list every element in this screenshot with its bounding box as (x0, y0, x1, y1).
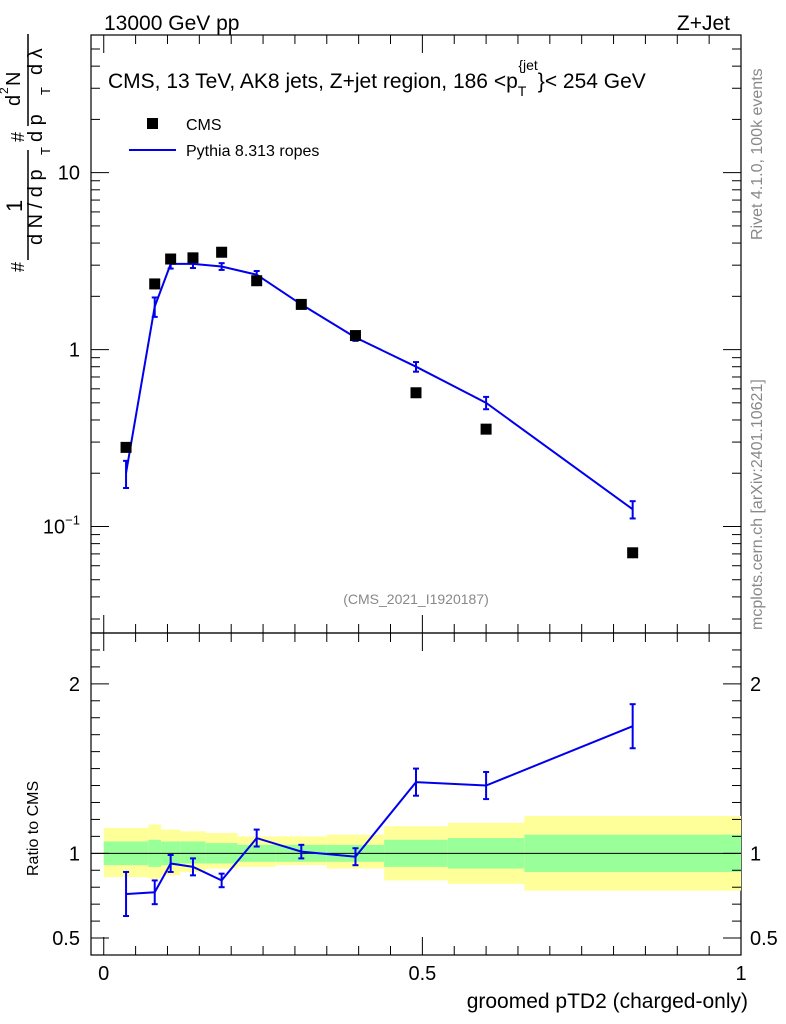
ratio-y-tick-label-right: 0.5 (750, 928, 778, 950)
cms-data-point (187, 252, 199, 264)
mcplots-label: mcplots.cern.ch [arXiv:2401.10621] (749, 379, 766, 630)
ylabel-dn: d N / d p (25, 169, 47, 245)
ratio-plot-frame (90, 632, 742, 956)
cms-data-point (627, 547, 639, 559)
cms-data-point (216, 246, 228, 258)
ratio-plot-panel: 0.5 0.51 12 20 0.5 1 Ratio to CMS groomed pTD… (25, 632, 778, 1013)
main-y-tick-label: 1 (69, 340, 80, 362)
legend-cms-marker (147, 118, 158, 129)
cms-data-point (165, 253, 177, 265)
cms-data-point (120, 441, 132, 453)
main-y-tick-label: 10−1 (43, 512, 80, 538)
legend: CMS Pythia 8.313 ropes (129, 117, 319, 160)
cms-data-point (480, 423, 492, 435)
plot-title: CMS, 13 TeV, AK8 jets, Z+jet region, 186… (108, 57, 646, 99)
cms-data-point (295, 298, 307, 310)
cms-data-point (410, 387, 422, 399)
x-axis-label: groomed pTD2 (charged-only) (467, 990, 748, 1013)
mc-curve-line (125, 262, 634, 511)
x-tick-label: 1 (735, 963, 746, 985)
ylabel-dn-sub: T (38, 147, 53, 155)
ylabel-hash-1: # (8, 262, 28, 272)
main-plot-panel: 10−1 1 10 CMS, 13 TeV, AK8 jets, Z+jet reg… (0, 34, 742, 634)
ylabel-d2n-sup: 2 (0, 87, 11, 94)
title-sup: {jet (518, 57, 538, 73)
svg-text:CMS, 13 TeV, AK8 jets, Z+jet r: CMS, 13 TeV, AK8 jets, Z+jet region, 186… (108, 57, 646, 99)
ylabel-hash-2: # (8, 132, 28, 142)
cms-data-point (149, 278, 161, 290)
ratio-y-tick-label-left: 1 (69, 843, 80, 865)
ratio-y-tick-label-left: 0.5 (52, 928, 80, 950)
title-sub: T (518, 83, 527, 99)
title-tail: < 254 GeV (545, 70, 646, 93)
title-close: } (538, 70, 545, 93)
ylabel-one: 1 (2, 200, 27, 212)
ratio-y-axis-label: Ratio to CMS (25, 781, 42, 876)
legend-cms-label: CMS (186, 117, 222, 134)
main-y-tick-label: 10 (58, 163, 80, 185)
ylabel-dpt: d p (25, 114, 47, 142)
process-label: Z+Jet (677, 12, 730, 35)
ratio-y-tick-label-right: 2 (750, 674, 761, 696)
ratio-y-tick-label-right: 1 (750, 843, 761, 865)
ylabel-dl: d λ (25, 48, 47, 75)
main-y-axis-label: # 1 d N / d p T # d 2 N d p T d λ (0, 34, 53, 272)
x-tick-label: 0 (98, 963, 109, 985)
cms-data-point (251, 275, 263, 287)
ratio-inner-band (180, 841, 206, 864)
analysis-id-label: (CMS_2021_I1920187) (343, 591, 489, 607)
title-main: CMS, 13 TeV, AK8 jets, Z+jet region, 186… (108, 70, 518, 93)
ylabel-d2n-d: d (3, 95, 25, 106)
ylabel-dpt-sub: T (38, 87, 53, 95)
x-tick-label: 0.5 (408, 963, 436, 985)
cms-data-point (349, 330, 361, 342)
rivet-version-label: Rivet 4.1.0, 100k events (749, 68, 766, 240)
ratio-y-tick-label-left: 2 (69, 674, 80, 696)
legend-mc-label: Pythia 8.313 ropes (186, 143, 319, 160)
energy-label: 13000 GeV pp (104, 12, 239, 35)
ylabel-d2n-n: N (3, 72, 25, 86)
